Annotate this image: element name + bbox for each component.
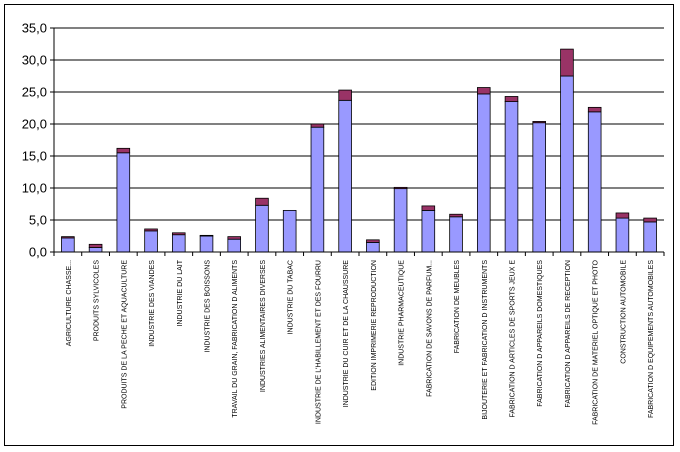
x-tick-label: PRODUITS SYLVICOLES [94,260,101,342]
bar-segment-series-1 [116,152,131,253]
bar-segment-series-1 [643,221,657,253]
bar-segment-series-1 [366,241,380,253]
bar-segment-series-2 [227,236,242,240]
x-tick-label: FABRICATION D APPAREILS DE RECEPTION [565,260,572,408]
bar-segment-series-1 [171,234,186,253]
bar-segment-series-1 [560,75,574,253]
x-axis-ticks: AGRICULTURE CHASSE... PRODUITS SYLVICOLES… [53,252,665,425]
bar-segment-series-2 [171,232,186,236]
bar-segment-series-1 [88,247,103,253]
bar-segment-series-1 [421,209,436,253]
bar-segment-series-2 [449,213,463,218]
x-tick-label: BIJOUTERIE ET FABRICATION D INSTRUMENTS [482,260,489,420]
x-tick-label: FABRICATION DE MEUBLES [454,260,461,354]
bar-segment-series-1 [338,99,352,253]
bar-segment-series-1 [449,216,463,253]
x-tick-label: EDITION IMPRIMERIE REPRODUCTION [371,260,378,391]
bar-segment-series-1 [282,209,297,253]
x-tick-label: FABRICATION D APPAREILS DOMESTIQUES [537,260,544,407]
y-tick-label: 25,0 [22,85,47,100]
bar-segment-series-1 [310,126,325,253]
bar-segment-series-1 [227,238,242,253]
y-tick-label: 5,0 [29,213,47,228]
bar-segment-series-1 [504,101,519,253]
x-tick-label: FABRICATION D ARTICLES DE SPORTS JEUX E [510,260,517,418]
bar-segment-series-2 [310,123,325,128]
x-tick-label: AGRICULTURE CHASSE... [66,260,73,346]
bar-segment-series-2 [366,239,380,243]
bar-segment-series-2 [560,48,574,77]
x-tick-label: INDUSTRIE DE L'HABILLEMENT ET DES FOURRU [315,260,322,424]
y-tick-label: 0,0 [29,245,47,260]
bar-segment-series-2 [504,96,519,103]
x-tick-label: FABRICATION D EQUIPEMENTS AUTOMOBILES [648,260,655,418]
y-tick-label: 35,0 [22,21,47,36]
x-tick-label: INDUSTRIE DES BOISSONS [205,260,212,353]
bar-segment-series-1 [393,188,408,253]
bar-segment-series-2 [393,186,408,190]
bar-segment-series-1 [199,235,214,253]
x-tick-label: INDUSTRIE DU TABAC [288,260,295,334]
y-tick-label: 15,0 [22,149,47,164]
bar-segment-series-1 [144,230,158,253]
bar-segment-series-1 [61,237,75,253]
y-tick-label: 10,0 [22,181,47,196]
bar-segment-series-2 [88,243,103,248]
y-tick-label: 20,0 [22,117,47,132]
bar-segment-series-2 [587,106,602,113]
bar-segment-series-2 [615,212,630,219]
bar-segment-series-2 [421,205,436,211]
x-tick-label: FABRICATION DE SAVONS DE PARFUM... [426,260,433,397]
x-tick-label: FABRICATION DE MATERIEL OPTIQUE ET PHOTO [593,259,600,424]
x-tick-label: INDUSTRIE DU CUIR ET DE LA CHAUSSURE [343,260,350,408]
bar-segment-series-2 [255,197,269,206]
y-tick-label: 30,0 [22,53,47,68]
x-tick-label: TRAVAIL DU GRAIN, FABRICATION D ALIMENTS [232,260,239,418]
x-tick-label: INDUSTRIE DES VIANDES [149,260,156,347]
bar-segment-series-2 [532,121,547,124]
bar-segment-series-2 [643,217,657,223]
x-tick-label: INDUSTRIE PHARMACEUTIQUE [399,260,406,366]
bar-segment-series-2 [61,236,75,239]
bar-segment-series-2 [116,147,131,154]
bar-segment-series-1 [532,122,547,253]
bar-segment-series-2 [199,234,214,237]
bar-segment-series-1 [615,217,630,253]
bar-segment-series-1 [476,93,491,253]
x-tick-label: INDUSTRIES ALIMENTAIRES DIVERSES [260,260,267,392]
x-tick-label: PRODUITS DE LA PECHE ET AQUACULTURE [121,260,128,409]
bar-segment-series-2 [338,89,352,101]
x-tick-label: CONSTRUCTION AUTOMOBILE [620,260,627,364]
bar-segment-series-2 [144,228,158,232]
y-axis-ticks: 0,0 5,0 10,0 15,0 20,0 25,0 30,0 35,0 [22,21,54,260]
bar-segment-series-1 [255,204,269,253]
x-tick-label: INDUSTRIE DU LAIT [177,259,184,326]
bar-segment-series-1 [587,111,602,253]
bar-segment-series-2 [476,87,491,95]
bars [61,48,657,253]
